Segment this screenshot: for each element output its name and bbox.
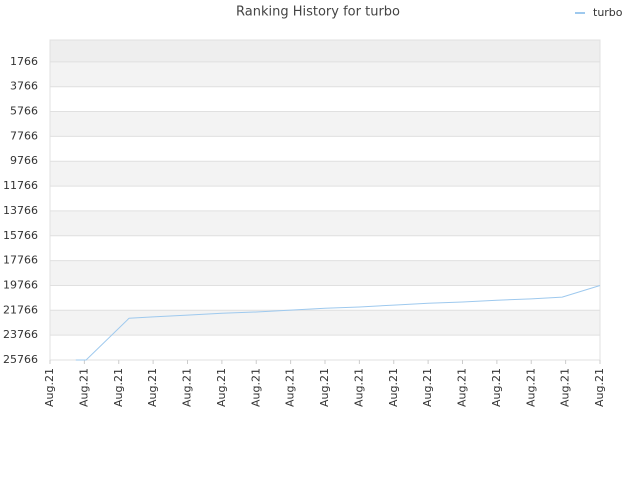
x-tick-label: Aug.21 (249, 368, 262, 407)
band (50, 161, 600, 187)
y-tick-label: 9766 (10, 154, 38, 167)
y-tick-label: 21766 (3, 303, 38, 316)
band (50, 235, 600, 261)
y-tick-label: 25766 (3, 353, 38, 366)
x-tick-label: Aug.21 (490, 368, 503, 407)
band (50, 310, 600, 336)
band (50, 210, 600, 236)
band (50, 111, 600, 137)
x-tick-label: Aug.21 (456, 368, 469, 407)
x-tick-label: Aug.21 (284, 368, 297, 407)
y-tick-label: 3766 (10, 80, 38, 93)
y-tick-label: 15766 (3, 229, 38, 242)
band (50, 40, 600, 62)
x-tick-label: Aug.21 (181, 368, 194, 407)
band (50, 260, 600, 286)
chart-title: Ranking History for turbo (236, 5, 400, 20)
x-tick-label: Aug.21 (352, 368, 365, 407)
x-tick-label: Aug.21 (112, 368, 125, 407)
x-tick-label: Aug.21 (593, 368, 606, 407)
x-tick-label: Aug.21 (318, 368, 331, 407)
band (50, 86, 600, 112)
line-series (75, 285, 601, 361)
y-tick-label: 5766 (10, 105, 38, 118)
y-tick-label: 13766 (3, 204, 38, 217)
y-tick-label: 11766 (3, 179, 38, 192)
x-tick-label: Aug.21 (559, 368, 572, 407)
x-tick-label: Aug.21 (146, 368, 159, 407)
legend-label: turbo (593, 6, 623, 19)
x-tick-label: Aug.21 (77, 368, 90, 407)
y-tick-label: 1766 (10, 55, 38, 68)
band (50, 136, 600, 162)
x-tick-label: Aug.21 (215, 368, 228, 407)
x-tick-label: Aug.21 (421, 368, 434, 407)
band (50, 61, 600, 87)
x-tick-label: Aug.21 (387, 368, 400, 407)
y-tick-label: 23766 (3, 328, 38, 341)
x-tick-label: Aug.21 (524, 368, 537, 407)
y-tick-label: 19766 (3, 278, 38, 291)
y-tick-label: 7766 (10, 129, 38, 142)
x-tick-label: Aug.21 (43, 368, 56, 407)
band (50, 285, 600, 311)
y-tick-label: 17766 (3, 254, 38, 267)
band (50, 186, 600, 211)
band (50, 335, 600, 360)
